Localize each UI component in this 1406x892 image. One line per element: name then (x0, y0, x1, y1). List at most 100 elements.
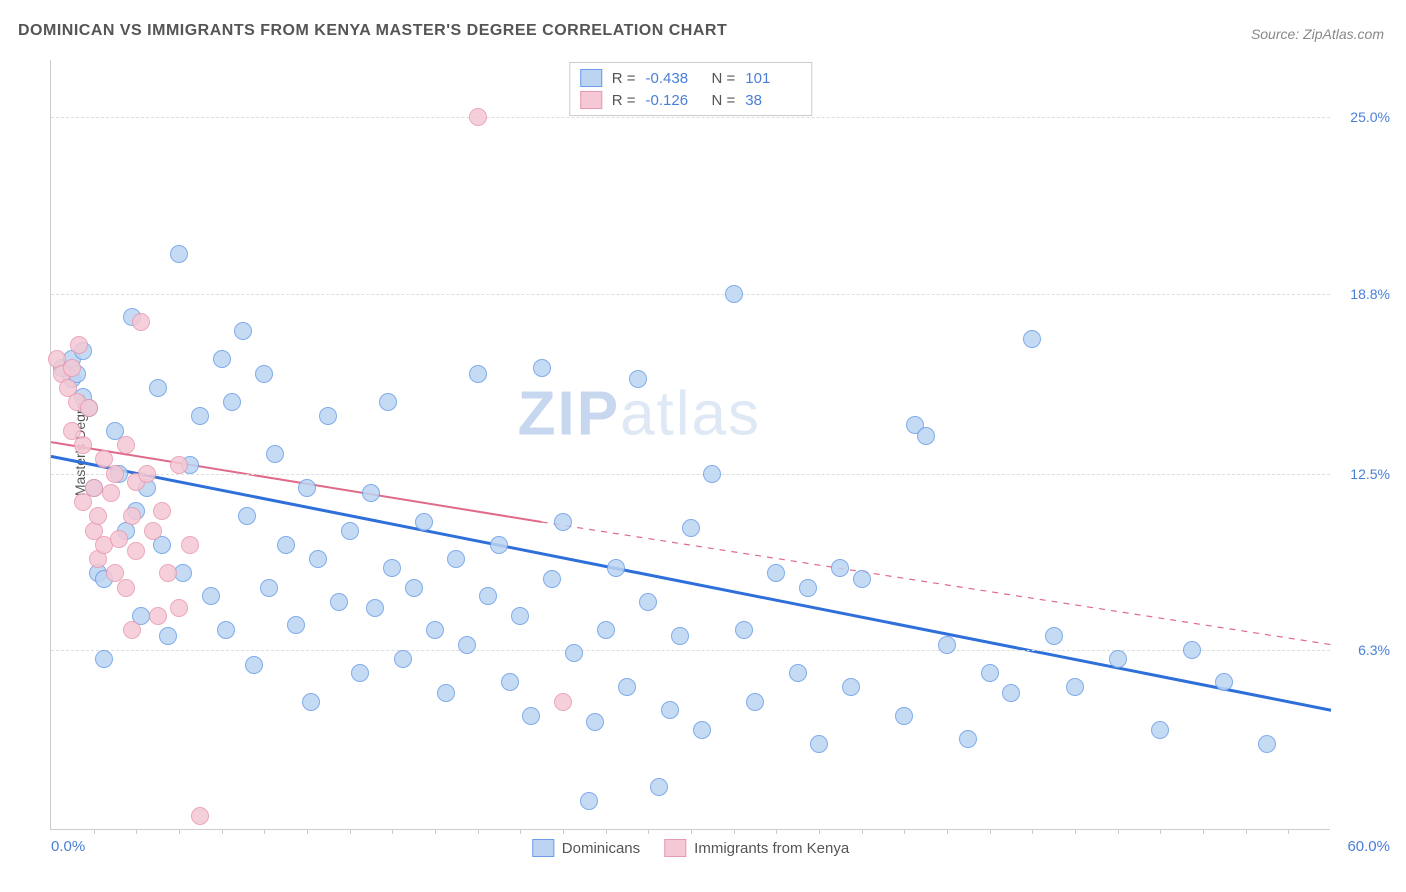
r-label: R = (612, 92, 636, 109)
trend-line (542, 522, 1331, 645)
scatter-point-dominicans (394, 650, 412, 668)
scatter-point-kenya (170, 456, 188, 474)
trend-lines-svg (51, 60, 1331, 830)
x-tick (862, 829, 863, 834)
scatter-point-dominicans (238, 507, 256, 525)
scatter-point-kenya (85, 479, 103, 497)
scatter-point-kenya (74, 436, 92, 454)
y-tick-label: 18.8% (1350, 286, 1390, 302)
scatter-point-dominicans (383, 559, 401, 577)
scatter-point-dominicans (95, 650, 113, 668)
chart-title: DOMINICAN VS IMMIGRANTS FROM KENYA MASTE… (18, 22, 727, 40)
y-tick-label: 25.0% (1350, 109, 1390, 125)
x-axis-max-label: 60.0% (1347, 838, 1390, 855)
scatter-point-dominicans (580, 792, 598, 810)
gridline-h (51, 650, 1330, 651)
x-tick (947, 829, 948, 834)
scatter-point-dominicans (298, 479, 316, 497)
scatter-point-kenya (127, 542, 145, 560)
scatter-point-dominicans (607, 559, 625, 577)
x-tick (1246, 829, 1247, 834)
n-label: N = (712, 70, 736, 87)
gridline-h (51, 474, 1330, 475)
scatter-point-kenya (110, 530, 128, 548)
scatter-point-dominicans (447, 550, 465, 568)
scatter-point-dominicans (469, 365, 487, 383)
scatter-point-kenya (63, 359, 81, 377)
scatter-point-dominicans (543, 570, 561, 588)
legend-label: Immigrants from Kenya (694, 840, 849, 857)
scatter-point-dominicans (1215, 673, 1233, 691)
scatter-point-dominicans (1045, 627, 1063, 645)
scatter-point-dominicans (1151, 721, 1169, 739)
x-axis-min-label: 0.0% (51, 838, 85, 855)
scatter-point-kenya (554, 693, 572, 711)
x-tick (1032, 829, 1033, 834)
scatter-point-dominicans (725, 285, 743, 303)
legend-stats-row: R = -0.126 N = 38 (580, 89, 802, 111)
scatter-point-dominicans (287, 616, 305, 634)
scatter-point-dominicans (789, 664, 807, 682)
scatter-point-dominicans (362, 484, 380, 502)
x-tick (990, 829, 991, 834)
scatter-point-dominicans (981, 664, 999, 682)
scatter-point-kenya (102, 484, 120, 502)
n-label: N = (712, 92, 736, 109)
scatter-point-dominicans (938, 636, 956, 654)
scatter-point-dominicans (266, 445, 284, 463)
scatter-point-dominicans (629, 370, 647, 388)
x-tick (478, 829, 479, 834)
scatter-point-dominicans (213, 350, 231, 368)
x-tick (350, 829, 351, 834)
scatter-point-dominicans (405, 579, 423, 597)
legend-swatch-dominicans (580, 69, 602, 87)
x-tick (1075, 829, 1076, 834)
scatter-point-kenya (123, 507, 141, 525)
source-attribution: Source: ZipAtlas.com (1251, 26, 1384, 42)
scatter-point-dominicans (671, 627, 689, 645)
x-tick (520, 829, 521, 834)
legend-stats: R = -0.438 N = 101 R = -0.126 N = 38 (569, 62, 813, 116)
scatter-point-dominicans (302, 693, 320, 711)
scatter-point-kenya (89, 507, 107, 525)
scatter-point-dominicans (650, 778, 668, 796)
scatter-point-dominicans (1002, 684, 1020, 702)
scatter-point-dominicans (245, 656, 263, 674)
scatter-point-dominicans (639, 593, 657, 611)
n-value-dominicans: 101 (745, 70, 801, 87)
scatter-point-dominicans (522, 707, 540, 725)
scatter-point-dominicans (618, 678, 636, 696)
scatter-point-kenya (144, 522, 162, 540)
scatter-point-dominicans (330, 593, 348, 611)
x-tick (264, 829, 265, 834)
x-tick (734, 829, 735, 834)
legend-item-kenya: Immigrants from Kenya (664, 839, 849, 857)
gridline-h (51, 117, 1330, 118)
scatter-point-dominicans (693, 721, 711, 739)
r-label: R = (612, 70, 636, 87)
x-tick (819, 829, 820, 834)
scatter-point-dominicans (895, 707, 913, 725)
x-tick (776, 829, 777, 834)
r-value-dominicans: -0.438 (646, 70, 702, 87)
x-tick (1288, 829, 1289, 834)
scatter-point-dominicans (379, 393, 397, 411)
x-tick (1203, 829, 1204, 834)
scatter-point-dominicans (1109, 650, 1127, 668)
scatter-point-dominicans (202, 587, 220, 605)
scatter-point-dominicans (1066, 678, 1084, 696)
scatter-point-kenya (170, 599, 188, 617)
legend-swatch-kenya (580, 91, 602, 109)
x-tick (435, 829, 436, 834)
x-tick (179, 829, 180, 834)
x-tick (648, 829, 649, 834)
scatter-point-dominicans (223, 393, 241, 411)
scatter-point-dominicans (767, 564, 785, 582)
x-tick (307, 829, 308, 834)
scatter-point-dominicans (1258, 735, 1276, 753)
scatter-point-dominicans (661, 701, 679, 719)
legend-item-dominicans: Dominicans (532, 839, 640, 857)
x-tick (1160, 829, 1161, 834)
gridline-h (51, 294, 1330, 295)
scatter-point-kenya (153, 502, 171, 520)
